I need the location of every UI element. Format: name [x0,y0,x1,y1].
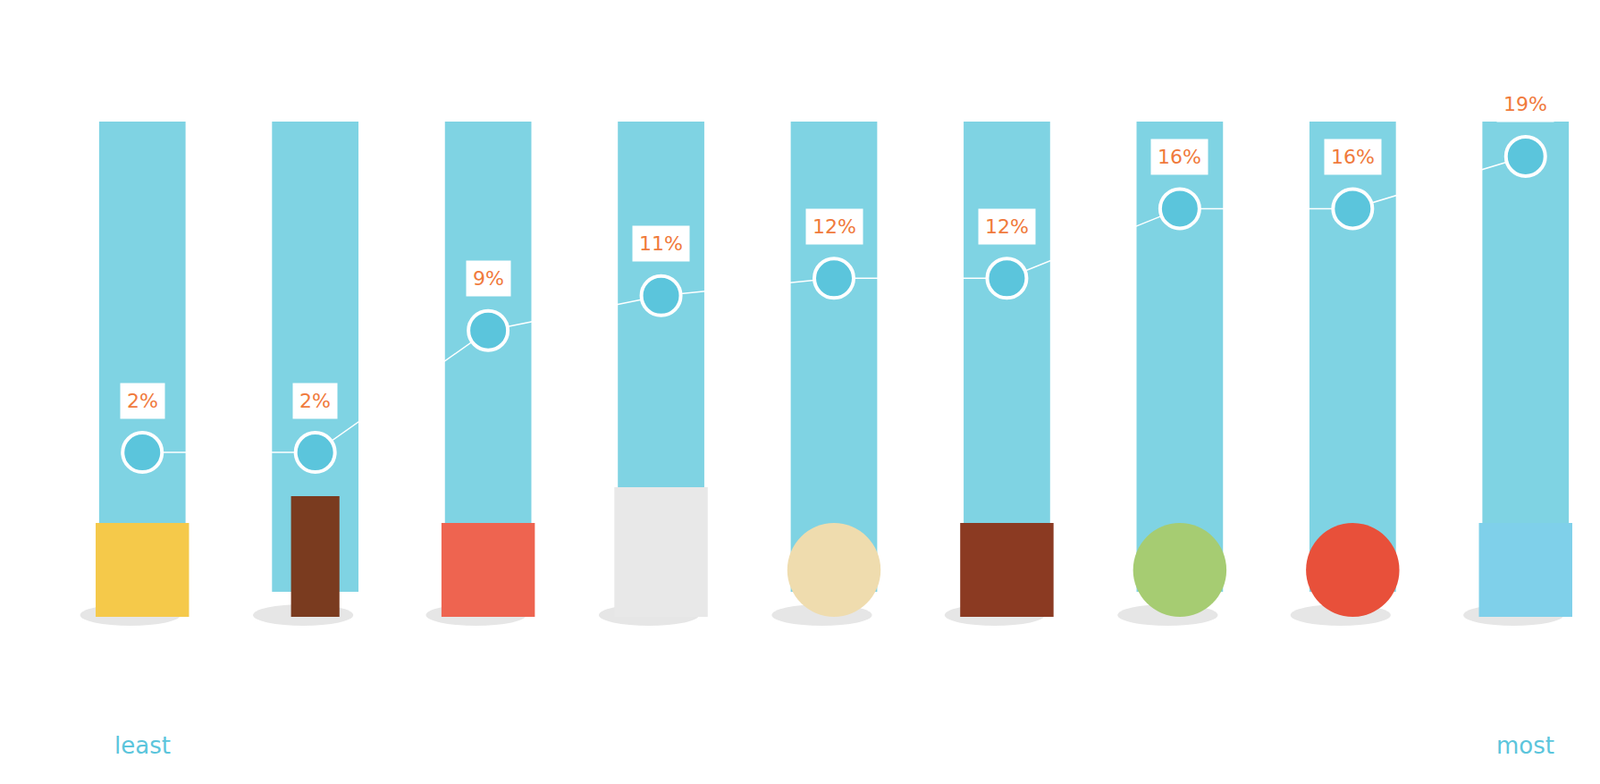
svg-text:2%: 2% [299,389,331,413]
svg-text:16%: 16% [1330,145,1375,169]
svg-text:16%: 16% [1157,145,1202,169]
svg-text:9%: 9% [472,267,505,290]
svg-text:12%: 12% [812,215,857,238]
svg-text:most: most [1496,732,1555,759]
svg-text:2%: 2% [126,389,159,413]
svg-text:least: least [114,732,171,759]
svg-text:12%: 12% [985,215,1029,238]
svg-text:11%: 11% [639,232,683,255]
svg-text:19%: 19% [1503,92,1548,116]
